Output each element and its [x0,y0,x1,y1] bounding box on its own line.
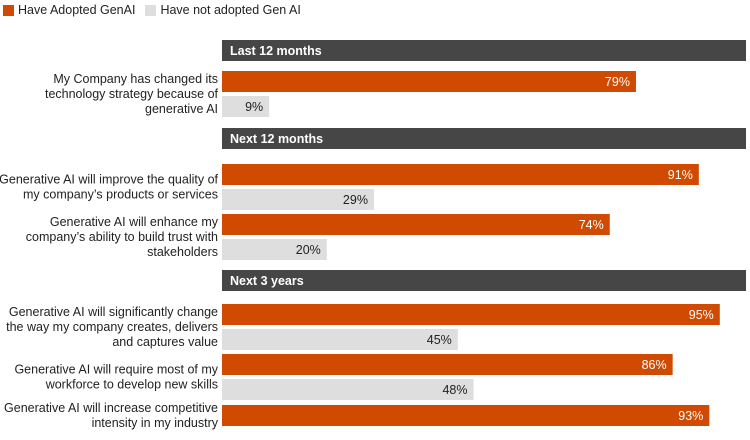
category-label-line: Generative AI will improve the quality o… [0,173,219,187]
bar-adopted [222,71,636,92]
category-label-line: Generative AI will increase competitive [4,401,218,415]
category-label-line: intensity in my industry [92,416,219,430]
bar-adopted [222,405,710,426]
category-label-line: and captures value [112,335,218,349]
legend-item-not-adopted: Have not adopted Gen AI [145,3,301,17]
category-label-line: the way my company creates, delivers [6,320,218,334]
category-label-line: generative AI [145,102,218,116]
legend: Have Adopted GenAI Have not adopted Gen … [3,3,311,17]
data-label-not-adopted: 20% [296,243,321,257]
legend-swatch-adopted [3,4,14,16]
bar-not-adopted [222,96,270,117]
bar-adopted [222,304,720,325]
data-label-not-adopted: 9% [245,100,263,114]
category-label-line: My Company has changed its [53,72,218,86]
data-label-adopted: 93% [678,409,703,423]
legend-swatch-not-adopted [145,4,157,16]
category-label-line: technology strategy because of [45,87,219,101]
category-label-line: stakeholders [147,245,218,259]
data-label-adopted: 95% [689,308,714,322]
section-header-title: Last 12 months [230,44,322,58]
category-label-line: Generative AI will significantly change [9,305,218,319]
data-label-not-adopted: 45% [427,333,452,347]
category-label-line: Generative AI will enhance my [50,215,219,229]
data-label-adopted: 79% [605,75,630,89]
legend-item-adopted: Have Adopted GenAI [3,3,135,17]
bar-not-adopted [222,379,474,400]
section-header-bar [222,40,746,61]
legend-label-not-adopted: Have not adopted Gen AI [160,3,301,17]
data-label-not-adopted: 29% [343,193,368,207]
category-label-line: company’s ability to build trust with [26,230,218,244]
data-label-adopted: 86% [642,358,667,372]
bar-not-adopted [222,329,458,350]
bar-adopted [222,214,610,235]
section-header-title: Next 3 years [230,274,304,288]
data-label-adopted: 91% [668,168,693,182]
bar-not-adopted [222,189,374,210]
data-label-adopted: 74% [579,218,604,232]
section-header-title: Next 12 months [230,132,323,146]
data-label-not-adopted: 48% [442,383,467,397]
bar-not-adopted [222,239,327,260]
legend-label-adopted: Have Adopted GenAI [18,3,136,17]
category-label-line: workforce to develop new skills [45,378,218,392]
category-label-line: Generative AI will require most of my [14,363,218,377]
category-label-line: my company’s products or services [23,188,218,202]
section-header-bar [222,270,746,291]
bar-adopted [222,164,699,185]
bar-adopted [222,354,673,375]
section-header-bar [222,128,746,149]
